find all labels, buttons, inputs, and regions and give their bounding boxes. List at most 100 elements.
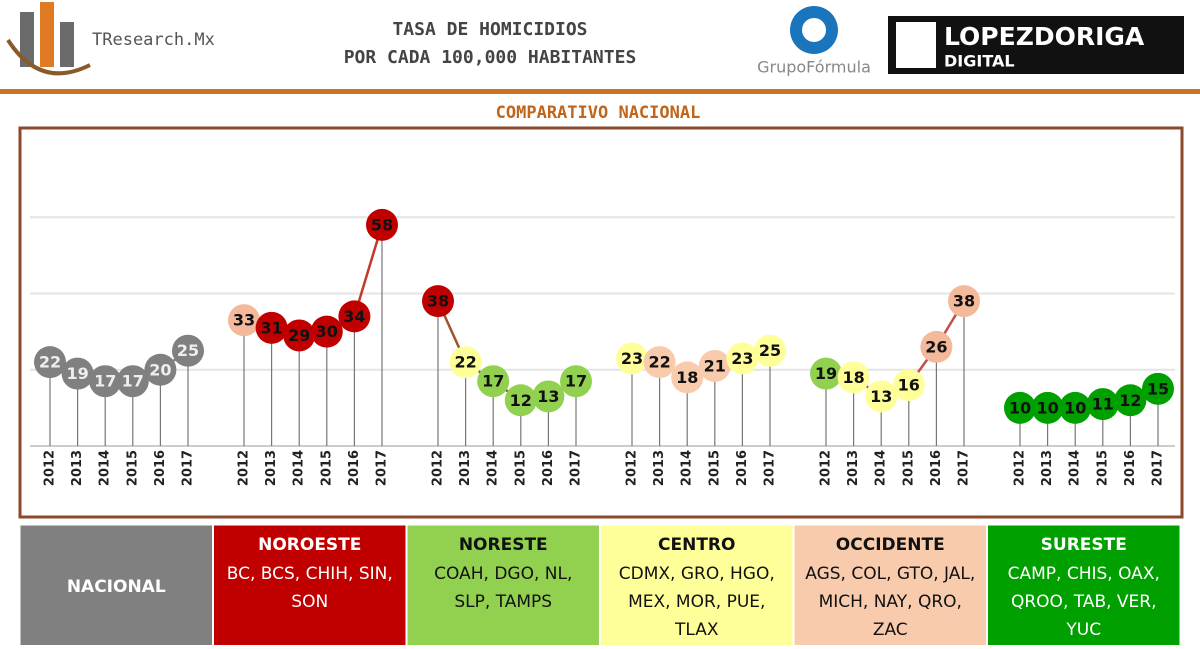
point xyxy=(89,365,122,398)
year-label: 2016 xyxy=(735,450,750,486)
point xyxy=(338,300,371,333)
media-logo xyxy=(888,16,1184,74)
value-label: 18 xyxy=(842,368,864,387)
brand: TResearch.Mx xyxy=(92,30,215,50)
value-label: 18 xyxy=(676,368,698,387)
media-name: LOPEZDORIGA xyxy=(944,22,1145,51)
region-table: NACIONAL NOROESTE BC, BCS, CHIH, SIN, SON N… xyxy=(19,524,1181,649)
year-label: 2015 xyxy=(707,450,722,486)
region-cell xyxy=(19,524,213,649)
year-label: 2017 xyxy=(375,450,390,486)
year-label: 2015 xyxy=(1095,450,1110,486)
point xyxy=(366,208,398,241)
value-label: 25 xyxy=(177,341,199,360)
value-label: 23 xyxy=(621,349,643,368)
region-name: NOROESTE xyxy=(258,535,361,555)
year-label: 2014 xyxy=(486,450,501,486)
point xyxy=(172,334,204,367)
point xyxy=(865,380,898,413)
media-icon xyxy=(896,22,936,68)
point xyxy=(34,346,66,379)
region-states: COAH, DGO, NL, SLP, TAMPS xyxy=(434,564,573,612)
value-label: 22 xyxy=(39,353,61,372)
point xyxy=(810,357,842,390)
region-cell xyxy=(600,524,794,649)
year-label: 2016 xyxy=(347,450,362,486)
year-label: 2014 xyxy=(680,450,695,486)
region-states-box: CDMX, GRO, HGO, MEX, MOR, PUE, TLAX xyxy=(618,564,775,640)
region-cell xyxy=(793,524,987,649)
point xyxy=(144,353,177,386)
region-name: CENTRO xyxy=(658,535,735,555)
year-label: 2013 xyxy=(70,450,85,486)
year-label: 2016 xyxy=(1123,450,1138,486)
value-label: 22 xyxy=(648,353,670,372)
value-label: 13 xyxy=(870,387,892,406)
year-label: 2017 xyxy=(957,450,972,486)
value-label: 15 xyxy=(1147,379,1169,398)
year-label: 2014 xyxy=(874,450,889,486)
point xyxy=(920,330,953,363)
region-states-box: CAMP, CHIS, OAX, QROO, TAB, VER, YUC xyxy=(1008,564,1160,640)
year-label: 2015 xyxy=(513,450,528,486)
point xyxy=(310,315,343,348)
value-label: 23 xyxy=(731,349,753,368)
year-label: 2015 xyxy=(319,450,334,486)
value-label: 22 xyxy=(454,353,476,372)
region-states-box: BC, BCS, CHIH, SIN, SON xyxy=(226,564,393,612)
title-line: POR CADA 100,000 HABITANTES xyxy=(344,47,637,68)
year-label: 2012 xyxy=(237,450,252,486)
point xyxy=(228,304,260,337)
point xyxy=(61,357,94,390)
value-label: 20 xyxy=(149,360,171,379)
region-states: CDMX, GRO, HGO, MEX, MOR, PUE, TLAX xyxy=(618,564,775,640)
year-label: 2014 xyxy=(98,450,113,486)
partner: GrupoFórmula xyxy=(757,58,871,77)
point xyxy=(1142,372,1174,405)
year-label: 2012 xyxy=(625,450,640,486)
value-label: 17 xyxy=(94,372,116,391)
year-label: 2015 xyxy=(125,450,140,486)
value-label: 29 xyxy=(288,326,310,345)
year-label: 2012 xyxy=(819,450,834,486)
point xyxy=(422,285,454,318)
year-label: 2012 xyxy=(1013,450,1028,486)
point xyxy=(1004,391,1036,424)
value-label: 10 xyxy=(1009,398,1031,417)
point xyxy=(948,285,980,318)
value-label: 30 xyxy=(316,322,338,341)
value-label: 11 xyxy=(1092,395,1114,414)
point xyxy=(560,365,592,398)
value-label: 34 xyxy=(343,307,365,326)
year-label: 2014 xyxy=(292,450,307,486)
point xyxy=(255,311,288,344)
partner-logo xyxy=(790,6,838,54)
year-label: 2013 xyxy=(846,450,861,486)
region-cell xyxy=(213,524,407,649)
value-label: 26 xyxy=(925,337,947,356)
region-name: SURESTE xyxy=(1041,535,1127,555)
brand-logo xyxy=(6,2,91,76)
point xyxy=(616,342,648,375)
region-name: OCCIDENTE xyxy=(836,535,945,555)
value-label: 17 xyxy=(565,372,587,391)
region-name: NACIONAL xyxy=(67,577,166,597)
point xyxy=(643,346,676,379)
point xyxy=(477,365,510,398)
region-name: NORESTE xyxy=(459,535,548,555)
value-label: 12 xyxy=(1119,391,1141,410)
value-label: 19 xyxy=(66,364,88,383)
year-label: 2012 xyxy=(431,450,446,486)
region-states: AGS, COL, GTO, JAL, MICH, NAY, QRO, ZAC xyxy=(805,564,976,640)
media-sub: DIGITAL xyxy=(944,52,1015,71)
point xyxy=(116,365,149,398)
region-states-box: AGS, COL, GTO, JAL, MICH, NAY, QRO, ZAC xyxy=(805,564,976,640)
chart-frame xyxy=(18,126,1184,519)
title-line: TASA DE HOMICIDIOS xyxy=(392,19,587,40)
plot: 2012 2013 2014 2015 2016 2017 22 19 17 17 20 25 2012… xyxy=(30,208,1175,486)
value-label: 21 xyxy=(704,356,726,375)
region-states: BC, BCS, CHIH, SIN, SON xyxy=(226,564,393,612)
value-label: 16 xyxy=(898,376,920,395)
year-label: 2016 xyxy=(929,450,944,486)
year-label: 2012 xyxy=(43,450,58,486)
